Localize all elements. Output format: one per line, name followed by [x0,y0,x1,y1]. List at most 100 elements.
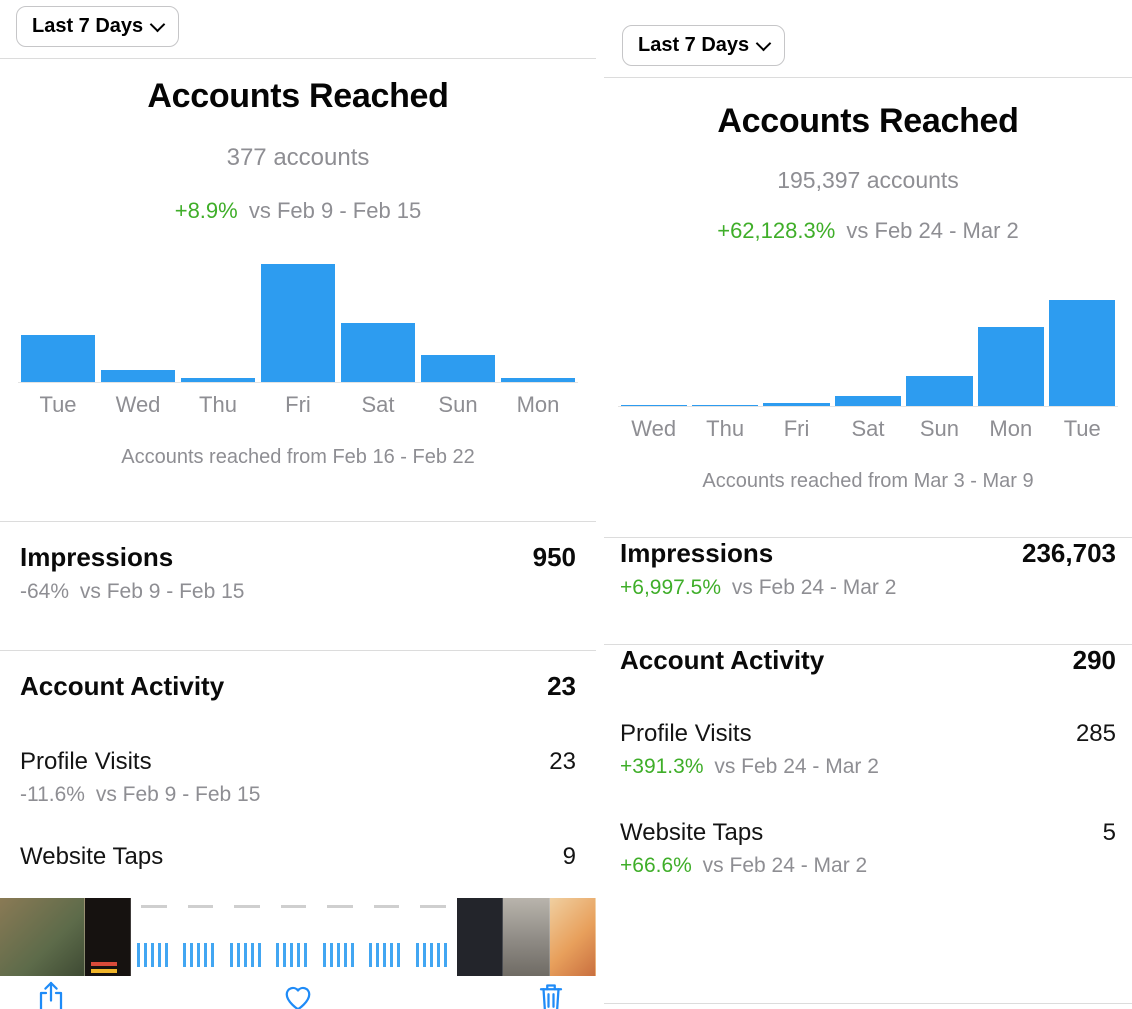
bar-slot [904,300,975,406]
metric-label: Profile Visits [20,748,152,775]
bar-slot [418,264,498,382]
period-filter-button[interactable]: Last 7 Days [622,25,786,66]
accounts-count: 377 accounts [226,144,370,171]
filmstrip-thumbnail[interactable] [224,898,271,976]
website-taps-row[interactable]: Website Taps 5 +66.6% vs Feb 24 - Mar 2 [604,819,1132,878]
filmstrip-thumbnail[interactable] [410,898,457,976]
video-scrubber[interactable] [0,898,596,976]
chart-bar[interactable] [763,402,830,406]
filmstrip-thumbnail[interactable] [0,898,85,976]
accounts-count: 195,397 accounts [777,167,959,193]
chart-bar[interactable] [620,404,687,406]
axis-label: Sun [919,416,959,441]
metric-value: 236,703 [1022,538,1116,568]
account-activity-row[interactable]: Account Activity 290 [604,645,1132,676]
profile-visits-row[interactable]: Profile Visits 23 -11.6% vs Feb 9 - Feb … [0,748,596,807]
metric-value: 285 [1075,720,1116,747]
chart-bar[interactable] [977,326,1045,406]
change-comparison-period: vs Feb 9 - Feb 15 [248,198,422,223]
bar-slot [98,264,178,382]
chart-bar[interactable] [500,378,576,382]
profile-visits-row[interactable]: Profile Visits 285 +391.3% vs Feb 24 - M… [604,720,1132,779]
chart-bar[interactable] [691,404,759,406]
metric-change-period: vs Feb 9 - Feb 15 [95,783,261,806]
filmstrip-thumbnail[interactable] [317,898,364,976]
bar-slot [258,264,338,382]
metric-value: 9 [562,843,576,870]
chart-bar[interactable] [20,334,96,382]
axis-label: Thu [706,416,745,441]
heart-icon[interactable] [283,980,313,1009]
metric-label: Impressions [20,542,174,572]
axis-label: Wed [115,392,161,417]
axis-label: Tue [39,392,77,417]
metric-change: -64% [20,580,70,603]
bar-slot [1047,300,1118,406]
metric-label: Website Taps [620,819,764,846]
bar-slot [689,300,760,406]
section-divider [604,644,1132,645]
chart-caption: Accounts reached from Mar 3 - Mar 9 [702,470,1034,492]
trash-icon[interactable] [536,980,566,1009]
share-icon[interactable] [36,980,66,1009]
chevron-down-icon [149,16,166,32]
summary-change: +8.9% vs Feb 9 - Feb 15 [0,198,596,224]
axis-label: Sun [438,392,478,417]
topbar: Last 7 Days [604,0,1132,77]
section-divider [604,1003,1132,1004]
topbar: Last 7 Days [0,0,596,58]
bar-slot [832,300,903,406]
chart-bar[interactable] [834,396,902,406]
chart-bar[interactable] [1049,300,1116,406]
filmstrip-thumbnail[interactable] [270,898,318,976]
impressions-row[interactable]: Impressions 236,703 +6,997.5% vs Feb 24 … [604,538,1132,600]
section-divider [0,521,596,522]
metric-value: 23 [547,671,576,701]
chart-bar[interactable] [420,354,496,382]
metric-change-line: +6,997.5% vs Feb 24 - Mar 2 [620,576,1116,600]
chart-bar[interactable] [100,370,176,382]
metric-change: -11.6% [20,783,85,806]
axis-label: Mon [516,392,560,417]
bar-slot [975,300,1046,406]
metric-change-line: -11.6% vs Feb 9 - Feb 15 [20,783,576,807]
bar-slot [761,300,832,406]
filmstrip-thumbnail[interactable] [503,898,550,976]
filmstrip-thumbnail[interactable] [177,898,225,976]
website-taps-row[interactable]: Website Taps 9 [0,843,596,871]
section-divider [604,537,1132,538]
change-comparison-period: vs Feb 24 - Mar 2 [846,218,1019,243]
axis-label: Wed [631,416,677,441]
impressions-row[interactable]: Impressions 950 -64% vs Feb 9 - Feb 15 [0,522,596,604]
change-percent: +62,128.3% [717,218,836,243]
filmstrip-thumbnail[interactable] [363,898,411,976]
summary-change: +62,128.3% vs Feb 24 - Mar 2 [604,218,1132,244]
chart-bar[interactable] [340,323,416,382]
chart-bar[interactable] [906,376,973,406]
metric-value: 290 [1072,645,1116,675]
bar-slot [618,300,689,406]
metric-value: 5 [1102,819,1116,846]
bar-slot [18,264,98,382]
axis-label: Fri [285,392,311,417]
metric-change: +66.6% [620,854,692,877]
chart-bar[interactable] [260,264,336,382]
metric-change-line: -64% vs Feb 9 - Feb 15 [20,580,576,604]
metric-change-period: vs Feb 9 - Feb 15 [79,580,245,603]
axis-label: Sat [361,392,395,417]
axis-label: Tue [1063,416,1101,441]
filmstrip-thumbnail[interactable] [456,898,504,976]
chart-bar[interactable] [180,378,256,382]
account-activity-row[interactable]: Account Activity 23 [0,651,596,702]
metric-change: +6,997.5% [620,576,722,599]
metric-value: 950 [532,542,576,572]
filmstrip-thumbnail[interactable] [131,898,178,976]
filmstrip-thumbnail[interactable] [549,898,596,976]
insights-panel-left: Last 7 Days Accounts Reached 377 account… [0,0,596,1009]
accounts-reached-title: Accounts Reached [717,102,1019,140]
bar-slot [338,264,418,382]
filmstrip-thumbnail[interactable] [85,898,132,976]
metric-label: Account Activity [20,671,225,701]
period-filter-button[interactable]: Last 7 Days [16,6,180,47]
